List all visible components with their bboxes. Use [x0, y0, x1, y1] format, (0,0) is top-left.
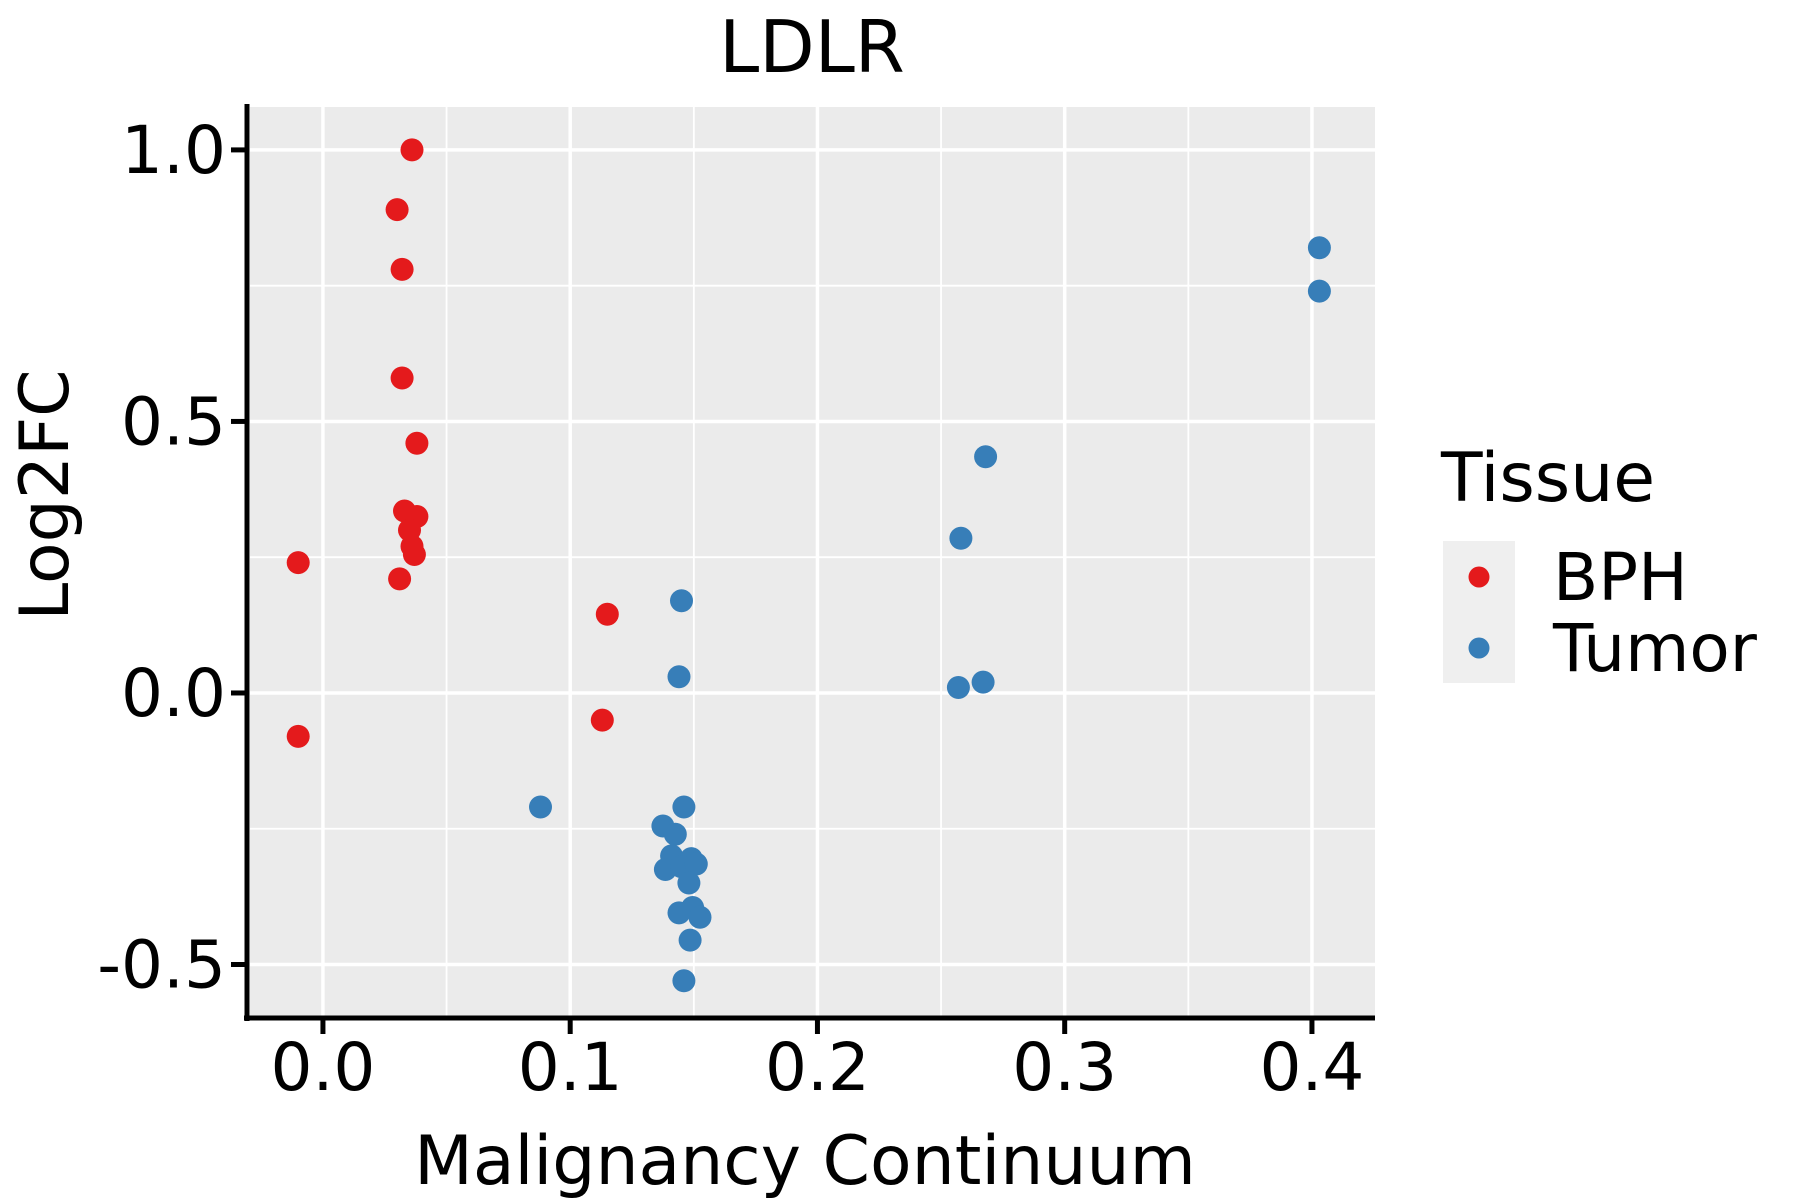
legend-dot-bph-icon: [1468, 566, 1490, 588]
data-point-bph: [385, 198, 409, 222]
data-points: [286, 138, 1331, 993]
axis-ticks: [231, 147, 1315, 1034]
data-point-tumor: [1307, 279, 1331, 303]
data-point-bph: [590, 708, 614, 732]
y-tick-label: 0.5: [121, 383, 226, 460]
data-point-bph: [400, 138, 424, 162]
data-point-bph: [388, 567, 412, 591]
y-tick-label: 0.0: [121, 655, 226, 732]
y-tick-label: 1.0: [121, 112, 226, 189]
data-point-tumor: [684, 852, 708, 876]
legend: Tissue BPH Tumor: [1440, 439, 1758, 687]
chart-title: LDLR: [719, 5, 905, 89]
y-axis-title: Log2FC: [6, 369, 85, 620]
data-point-tumor: [667, 665, 691, 689]
axis-tick-labels: 0.0 0.1 0.2 0.3 0.4 1.0 0.5 0.0 -0.5: [97, 112, 1364, 1106]
data-point-tumor: [529, 795, 552, 819]
data-point-tumor: [672, 795, 696, 819]
data-point-tumor: [974, 445, 998, 469]
data-point-bph: [405, 431, 429, 455]
y-tick-label: -0.5: [97, 927, 226, 1004]
data-point-bph: [390, 257, 414, 281]
legend-title: Tissue: [1440, 439, 1655, 518]
data-point-bph: [390, 366, 414, 390]
data-point-tumor: [677, 871, 701, 895]
data-point-tumor: [667, 901, 691, 925]
x-tick-label: 0.4: [1259, 1029, 1364, 1106]
data-point-tumor: [672, 969, 696, 993]
data-point-tumor: [670, 589, 693, 613]
data-point-bph: [402, 543, 426, 566]
x-tick-label: 0.2: [765, 1029, 870, 1106]
data-point-bph: [595, 602, 619, 626]
x-tick-label: 0.1: [518, 1029, 623, 1106]
legend-dot-tumor-icon: [1468, 637, 1490, 659]
data-point-bph: [286, 724, 310, 748]
data-point-tumor: [663, 822, 687, 846]
minor-gridlines: [250, 107, 1375, 1018]
x-tick-label: 0.0: [270, 1029, 375, 1106]
data-point-tumor: [1307, 236, 1331, 260]
x-axis-title: Malignancy Continuum: [414, 1122, 1196, 1200]
data-point-tumor: [946, 676, 970, 699]
legend-label-bph: BPH: [1553, 539, 1688, 616]
data-point-tumor: [688, 905, 712, 929]
legend-label-tumor: Tumor: [1552, 610, 1758, 687]
major-gridlines: [250, 107, 1375, 1018]
data-point-tumor: [949, 526, 973, 550]
data-point-tumor: [971, 670, 995, 694]
x-tick-label: 0.3: [1012, 1029, 1117, 1106]
data-point-bph: [286, 551, 310, 575]
data-point-tumor: [678, 928, 702, 952]
